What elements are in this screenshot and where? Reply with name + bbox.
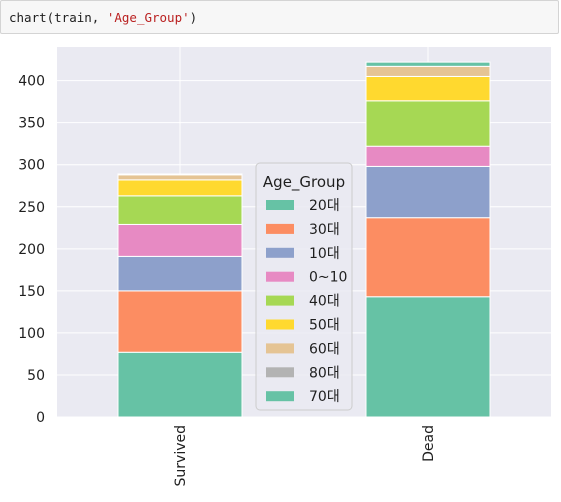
code-string-argument: 'Age_Group' bbox=[106, 10, 190, 25]
legend-swatch-3 bbox=[266, 271, 294, 282]
legend-swatch-5 bbox=[266, 319, 294, 330]
legend-label-5: 50대 bbox=[309, 318, 340, 334]
bar-segment-survived-20-0 bbox=[117, 351, 243, 418]
legend-label-7: 80대 bbox=[309, 365, 340, 381]
y-tick-label-150: 150 bbox=[18, 284, 45, 300]
bar-segment-survived-40-4 bbox=[117, 195, 243, 225]
bar-segment-dead-50-5 bbox=[365, 75, 491, 102]
legend-label-6: 60대 bbox=[309, 341, 340, 357]
x-axis-ticks: Survived Dead bbox=[173, 425, 437, 486]
y-tick-label-0: 0 bbox=[36, 410, 45, 426]
bar-segment-dead-40-4 bbox=[365, 100, 491, 147]
y-axis-ticks: 0 50 100 150 200 250 300 350 400 bbox=[18, 74, 45, 426]
bar-segment-survived-50-5 bbox=[117, 179, 243, 197]
bar-segment-survived-30-1 bbox=[117, 290, 243, 353]
bar-stacks bbox=[117, 61, 491, 418]
legend-title: Age_Group bbox=[263, 173, 345, 192]
bar-segment-survived-10-2 bbox=[117, 255, 243, 292]
legend-label-1: 30대 bbox=[309, 222, 340, 238]
bar-segment-survived-0-10-3 bbox=[117, 223, 243, 257]
bar-segment-survived-60-6 bbox=[117, 174, 243, 181]
bar-segment-dead-30-1 bbox=[365, 217, 491, 298]
y-tick-label-300: 300 bbox=[18, 158, 45, 174]
legend-label-3: 0~10 bbox=[309, 270, 347, 286]
legend-swatch-1 bbox=[266, 223, 294, 234]
bar-segment-survived-80-7 bbox=[117, 173, 243, 176]
legend-swatch-6 bbox=[266, 343, 294, 354]
legend-swatch-8 bbox=[266, 391, 294, 402]
y-tick-label-350: 350 bbox=[18, 116, 45, 132]
legend-swatch-2 bbox=[266, 247, 294, 258]
y-tick-label-400: 400 bbox=[18, 74, 45, 90]
code-function-call: chart(train, bbox=[9, 10, 107, 25]
legend-swatch-4 bbox=[266, 295, 294, 306]
x-tick-label-dead: Dead bbox=[421, 425, 437, 462]
x-tick-label-survived: Survived bbox=[173, 425, 189, 486]
code-line: chart(train, 'Age_Group') bbox=[9, 10, 197, 25]
legend-swatch-7 bbox=[266, 367, 294, 378]
bar-segment-dead-10-2 bbox=[365, 165, 491, 219]
code-cell[interactable]: chart(train, 'Age_Group') bbox=[0, 0, 559, 34]
y-tick-label-100: 100 bbox=[18, 326, 45, 342]
legend-label-8: 70대 bbox=[309, 389, 340, 405]
bar-segment-dead-20-0 bbox=[365, 296, 491, 418]
code-closing-paren: ) bbox=[189, 10, 198, 25]
legend: Age_Group 20대 30대 10대 0~10 40대 50대 60대 80대 70대 bbox=[255, 162, 353, 411]
y-tick-label-200: 200 bbox=[18, 242, 45, 258]
legend-label-0: 20대 bbox=[309, 198, 340, 214]
legend-label-2: 10대 bbox=[309, 246, 340, 262]
legend-swatch-0 bbox=[266, 200, 294, 210]
y-tick-label-50: 50 bbox=[27, 368, 45, 384]
y-tick-label-250: 250 bbox=[18, 200, 45, 216]
bar-segment-dead-60-6 bbox=[365, 65, 491, 77]
bar-segment-dead-70-8 bbox=[365, 61, 491, 67]
bar-segment-dead-0-10-3 bbox=[365, 145, 491, 167]
legend-label-4: 40대 bbox=[309, 294, 340, 310]
